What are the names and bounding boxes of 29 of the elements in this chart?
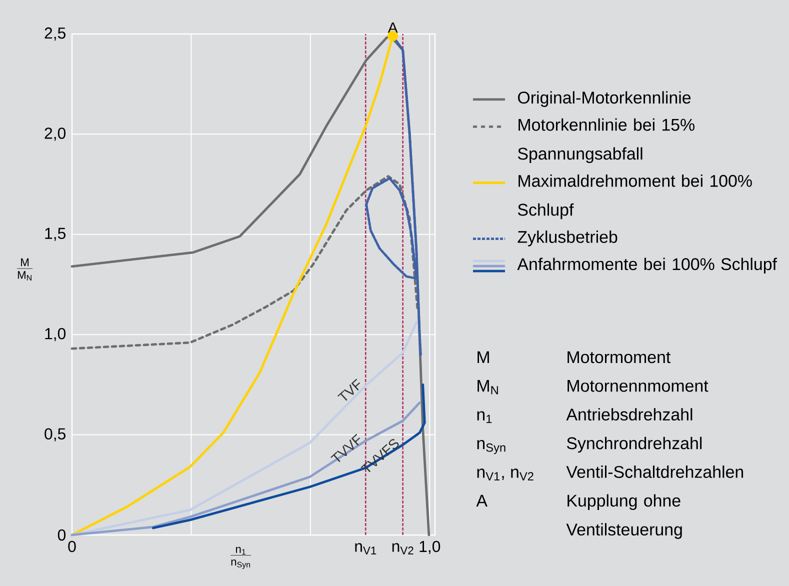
annotation: A xyxy=(388,22,398,33)
text: n$_{V1}$, n$_{V2}$ xyxy=(477,468,534,480)
y-tick-label: 0,5 xyxy=(44,428,66,442)
text: Motornennmoment xyxy=(568,380,708,392)
y-axis-title: $\frac{\mathrm{M}}{\mathrm{M_N}}$ xyxy=(17,258,33,281)
text: Ventil-Schaltdrehzahlen xyxy=(566,466,744,478)
text: n$_{Syn}$ xyxy=(477,440,506,454)
y-tick-label: 1,5 xyxy=(45,228,66,241)
text: Antriebsdrehzahl xyxy=(566,408,692,421)
text: TVF xyxy=(337,378,360,401)
x-axis-title: $\frac{\mathrm{n_1}}{\mathrm{n_{Syn}}}$ xyxy=(230,546,252,570)
text: Motormoment xyxy=(568,351,671,364)
legend-label: Zyklusbetrieb xyxy=(518,230,618,246)
text: Anfahrmomente bei 100% Schlupf xyxy=(517,258,778,274)
y-tick-label: 1,0 xyxy=(45,328,66,342)
legend-label: Maximaldrehmoment bei 100% Schlupf xyxy=(518,174,752,220)
y-tick-label: 2,5 xyxy=(44,27,66,41)
text: n$_{1}$ xyxy=(477,411,492,423)
legend-label: Original-Motorkennlinie xyxy=(518,91,691,107)
ref-line-label: n$_{V1}$ xyxy=(355,543,376,554)
text: Kupplung ohne Ventilsteuerung xyxy=(566,494,682,539)
text: Synchrondrehzahl xyxy=(566,436,702,453)
text: M xyxy=(478,351,489,363)
y-tick-label: 2,0 xyxy=(44,128,66,141)
legend-label: Motorkennlinie bei 15% Spannungsabfall xyxy=(518,118,694,164)
y-tick-label: 0 xyxy=(58,529,66,541)
text: M$_{N}$ xyxy=(478,380,498,394)
text: A xyxy=(476,494,488,506)
ref-line-label: n$_{V2}$ xyxy=(392,543,414,554)
